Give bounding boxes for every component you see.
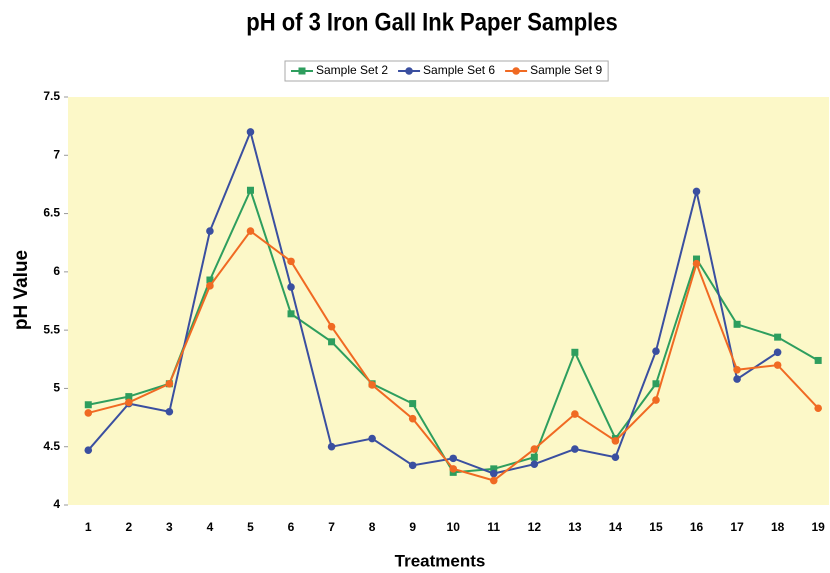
series-line xyxy=(87,128,779,475)
marker xyxy=(692,259,701,268)
marker xyxy=(530,460,539,469)
x-tick-label: 13 xyxy=(568,520,582,534)
plot-area xyxy=(68,97,829,505)
marker xyxy=(571,348,579,356)
marker xyxy=(490,465,498,473)
marker xyxy=(489,469,498,478)
marker xyxy=(206,276,214,284)
x-axis-label: Treatments xyxy=(395,551,486,570)
marker xyxy=(287,257,295,266)
legend-marker xyxy=(405,67,413,75)
y-axis-label: pH Value xyxy=(11,250,32,330)
marker xyxy=(693,255,701,263)
marker xyxy=(571,410,579,418)
marker xyxy=(368,434,376,443)
marker xyxy=(652,347,660,355)
chart-title: pH of 3 Iron Gall Ink Paper Samples xyxy=(246,8,617,36)
x-tick-label: 9 xyxy=(409,520,416,534)
legend-label: Sample Set 2 xyxy=(316,63,388,77)
marker xyxy=(814,404,822,413)
y-tick-label: 6 xyxy=(53,264,60,278)
marker xyxy=(368,381,376,389)
marker xyxy=(165,407,174,416)
y-tick-label: 6.5 xyxy=(43,206,60,220)
y-tick-label: 4 xyxy=(53,497,60,511)
marker xyxy=(733,365,741,374)
x-tick-label: 1 xyxy=(85,520,92,534)
marker xyxy=(489,476,498,485)
marker xyxy=(408,461,417,470)
x-tick-label: 18 xyxy=(771,520,785,534)
x-tick-label: 3 xyxy=(166,520,173,534)
x-tick-label: 16 xyxy=(690,520,704,534)
marker xyxy=(733,375,741,383)
marker xyxy=(530,453,538,461)
marker xyxy=(611,453,620,462)
y-tick-label: 5 xyxy=(53,381,60,395)
x-tick-label: 2 xyxy=(125,520,132,534)
marker xyxy=(409,400,417,408)
legend-marker xyxy=(512,67,520,75)
y-tick-label: 5.5 xyxy=(43,322,60,336)
marker xyxy=(84,409,93,417)
x-tick-label: 10 xyxy=(447,520,461,534)
y-tick-label: 7 xyxy=(53,147,60,161)
marker xyxy=(692,187,701,196)
x-tick-label: 5 xyxy=(247,520,254,534)
x-tick-label: 19 xyxy=(811,520,825,534)
x-tick-label: 17 xyxy=(730,520,744,534)
marker xyxy=(327,322,336,331)
marker xyxy=(733,320,741,328)
marker xyxy=(246,128,255,136)
marker xyxy=(84,401,92,409)
marker xyxy=(206,227,214,235)
marker xyxy=(125,393,133,401)
marker xyxy=(814,356,822,364)
x-tick-label: 6 xyxy=(288,520,295,534)
x-tick-label: 14 xyxy=(609,520,623,534)
marker xyxy=(773,348,782,357)
marker xyxy=(84,446,93,455)
x-tick-label: 11 xyxy=(487,520,500,534)
marker xyxy=(611,437,620,445)
marker xyxy=(246,227,255,235)
legend-label: Sample Set 9 xyxy=(530,63,602,77)
legend: Sample Set 2 Sample Set 6 Sample Set 9 xyxy=(284,60,609,82)
marker xyxy=(652,396,660,404)
marker xyxy=(530,445,539,453)
legend-marker xyxy=(298,67,306,75)
y-tick-label: 4.5 xyxy=(43,439,60,453)
x-tick-label: 8 xyxy=(369,520,376,534)
marker xyxy=(327,442,336,451)
marker xyxy=(328,338,336,346)
x-tick-label: 12 xyxy=(528,520,542,534)
marker xyxy=(165,379,174,388)
marker xyxy=(773,361,782,369)
marker xyxy=(246,186,254,194)
marker xyxy=(449,454,458,463)
marker xyxy=(449,465,458,473)
x-tick-label: 4 xyxy=(207,520,214,534)
legend-box xyxy=(284,60,609,82)
marker xyxy=(408,414,417,423)
x-tick-label: 7 xyxy=(328,520,335,534)
legend-label: Sample Set 6 xyxy=(423,63,495,77)
y-tick-label: 7.5 xyxy=(43,89,60,103)
marker xyxy=(571,445,579,453)
x-tick-label: 15 xyxy=(649,520,663,534)
marker xyxy=(206,282,214,290)
marker xyxy=(287,283,295,291)
marker xyxy=(774,333,782,341)
marker xyxy=(125,398,133,407)
marker xyxy=(287,310,295,318)
marker xyxy=(652,380,660,388)
